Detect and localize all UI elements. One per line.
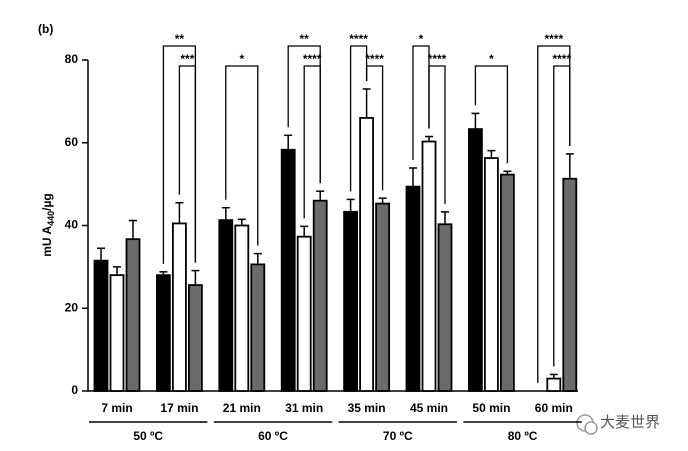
x-tick-label: 31 min (285, 401, 323, 415)
bar (483, 157, 499, 392)
significance-bracket (365, 65, 384, 191)
bar (343, 210, 359, 392)
bar (155, 274, 171, 392)
group-label: 60 ºC (258, 429, 288, 443)
significance-label: ** (300, 32, 310, 46)
y-tick-label: 80 (65, 52, 79, 66)
error-bar (362, 88, 371, 118)
group-label: 50 ºC (133, 429, 163, 443)
group-label: 70 ºC (383, 429, 413, 443)
bar (218, 219, 234, 392)
error-bar (191, 269, 200, 286)
significance-label: **** (365, 52, 384, 66)
y-label-main: mU A (40, 226, 54, 257)
bar (312, 199, 328, 392)
significance-bracket (225, 65, 259, 246)
y-tick-label: 0 (71, 383, 78, 397)
bar (125, 238, 141, 392)
error-bar (97, 247, 105, 261)
x-tick-label: 45 min (410, 401, 448, 415)
bar (405, 185, 421, 392)
significance-label: **** (552, 52, 571, 66)
error-bar (284, 134, 293, 150)
bar (109, 274, 125, 392)
bar (467, 128, 483, 392)
error-bar (346, 198, 355, 212)
y-tick-label: 60 (65, 135, 79, 149)
watermark-icon (576, 414, 598, 435)
error-bar (471, 112, 480, 130)
error-bar (175, 201, 184, 224)
significance-bracket (178, 65, 197, 263)
bar (296, 235, 312, 392)
error-bar (129, 219, 137, 240)
group-label: 80 ºC (508, 429, 538, 443)
significance-label: **** (428, 52, 447, 66)
bar (546, 377, 562, 392)
panel-label: (b) (38, 22, 53, 36)
bar (359, 117, 375, 392)
y-label-unit: /µg (40, 193, 54, 211)
error-bar (316, 190, 325, 201)
error-bar (441, 211, 449, 225)
error-bar (409, 167, 417, 187)
significance-bracket (474, 65, 509, 164)
error-bar (113, 266, 121, 276)
significance-label: **** (349, 32, 368, 46)
error-bar (487, 149, 496, 159)
bar (562, 177, 578, 392)
significance-label: **** (303, 52, 322, 66)
y-tick-label: 20 (65, 300, 79, 314)
watermark: 大麦世界 (600, 414, 660, 431)
significance-bracket (303, 65, 321, 219)
significance-bracket (553, 65, 571, 367)
error-bar (300, 225, 309, 237)
bar (421, 140, 437, 392)
error-bar (253, 252, 262, 265)
x-tick-label: 17 min (160, 401, 198, 415)
bar (437, 223, 453, 392)
significance-bracket (428, 65, 446, 204)
y-label-sub: 440 (46, 211, 56, 226)
bar (250, 263, 266, 392)
bar (280, 148, 296, 392)
significance-label: * (489, 52, 494, 66)
y-axis-label: mU A440/µg (40, 193, 56, 257)
significance-label: *** (180, 52, 194, 66)
error-bar (565, 153, 574, 179)
bar (171, 222, 187, 392)
error-bar (237, 218, 246, 226)
bar (499, 173, 515, 392)
significance-bracket (349, 45, 368, 192)
significance-label: ** (175, 32, 185, 46)
x-tick-label: 50 min (472, 401, 510, 415)
y-tick-label: 40 (65, 218, 79, 232)
significance-label: **** (544, 32, 563, 46)
bar (375, 202, 391, 392)
x-tick-label: 35 min (348, 401, 386, 415)
x-tick-label: 21 min (223, 401, 261, 415)
significance-label: * (419, 32, 424, 46)
bar (187, 284, 203, 392)
x-tick-label: 60 min (535, 401, 573, 415)
significance-label: * (239, 52, 244, 66)
error-bar (221, 206, 230, 221)
x-tick-label: 7 min (101, 401, 132, 415)
bar (93, 259, 109, 392)
bar (234, 224, 250, 392)
